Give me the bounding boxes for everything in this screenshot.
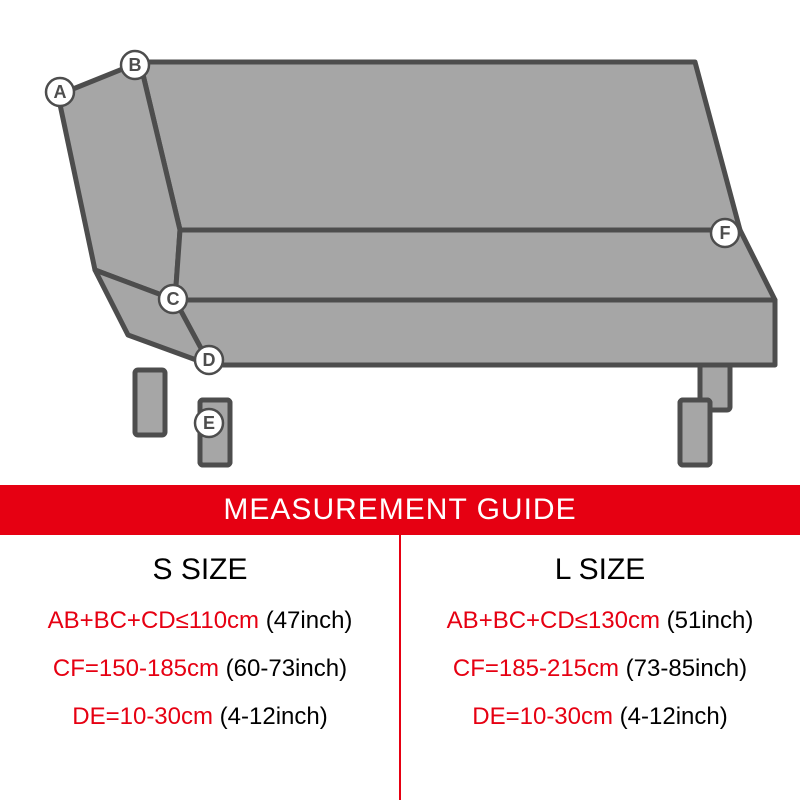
imperial-value: (4-12inch) bbox=[620, 703, 728, 730]
sizes-table: S SIZE AB+BC+CD≤110cm (47inch) CF=150-18… bbox=[0, 535, 800, 800]
banner-title: MEASUREMENT GUIDE bbox=[223, 493, 576, 527]
metric-value: DE=10-30cm bbox=[72, 703, 213, 730]
svg-text:A: A bbox=[54, 82, 67, 102]
metric-value: AB+BC+CD≤110cm bbox=[48, 607, 259, 634]
metric-value: CF=185-215cm bbox=[453, 655, 619, 682]
sofa-diagram: A B C D E F bbox=[0, 0, 800, 485]
size-row: AB+BC+CD≤110cm (47inch) bbox=[14, 607, 386, 635]
svg-text:E: E bbox=[203, 413, 215, 433]
imperial-value: (73-85inch) bbox=[626, 655, 747, 682]
size-row: CF=185-215cm (73-85inch) bbox=[414, 655, 786, 683]
size-title-l: L SIZE bbox=[414, 553, 786, 587]
svg-text:B: B bbox=[129, 55, 142, 75]
imperial-value: (4-12inch) bbox=[220, 703, 328, 730]
imperial-value: (51inch) bbox=[667, 607, 754, 634]
size-col-l: L SIZE AB+BC+CD≤130cm (51inch) CF=185-21… bbox=[400, 535, 800, 800]
column-divider bbox=[399, 535, 401, 800]
size-row: CF=150-185cm (60-73inch) bbox=[14, 655, 386, 683]
size-row: AB+BC+CD≤130cm (51inch) bbox=[414, 607, 786, 635]
metric-value: DE=10-30cm bbox=[472, 703, 613, 730]
metric-value: AB+BC+CD≤130cm bbox=[447, 607, 660, 634]
svg-text:F: F bbox=[720, 223, 731, 243]
size-row: DE=10-30cm (4-12inch) bbox=[414, 703, 786, 731]
svg-text:D: D bbox=[203, 350, 216, 370]
imperial-value: (47inch) bbox=[266, 607, 353, 634]
size-row: DE=10-30cm (4-12inch) bbox=[14, 703, 386, 731]
size-title-s: S SIZE bbox=[14, 553, 386, 587]
guide-banner: MEASUREMENT GUIDE bbox=[0, 485, 800, 535]
svg-text:C: C bbox=[167, 289, 180, 309]
measurement-guide-page: A B C D E F MEASUREMENT GUIDE S SIZE AB+BC+CD… bbox=[0, 0, 800, 800]
imperial-value: (60-73inch) bbox=[226, 655, 347, 682]
size-col-s: S SIZE AB+BC+CD≤110cm (47inch) CF=150-18… bbox=[0, 535, 400, 800]
metric-value: CF=150-185cm bbox=[53, 655, 219, 682]
